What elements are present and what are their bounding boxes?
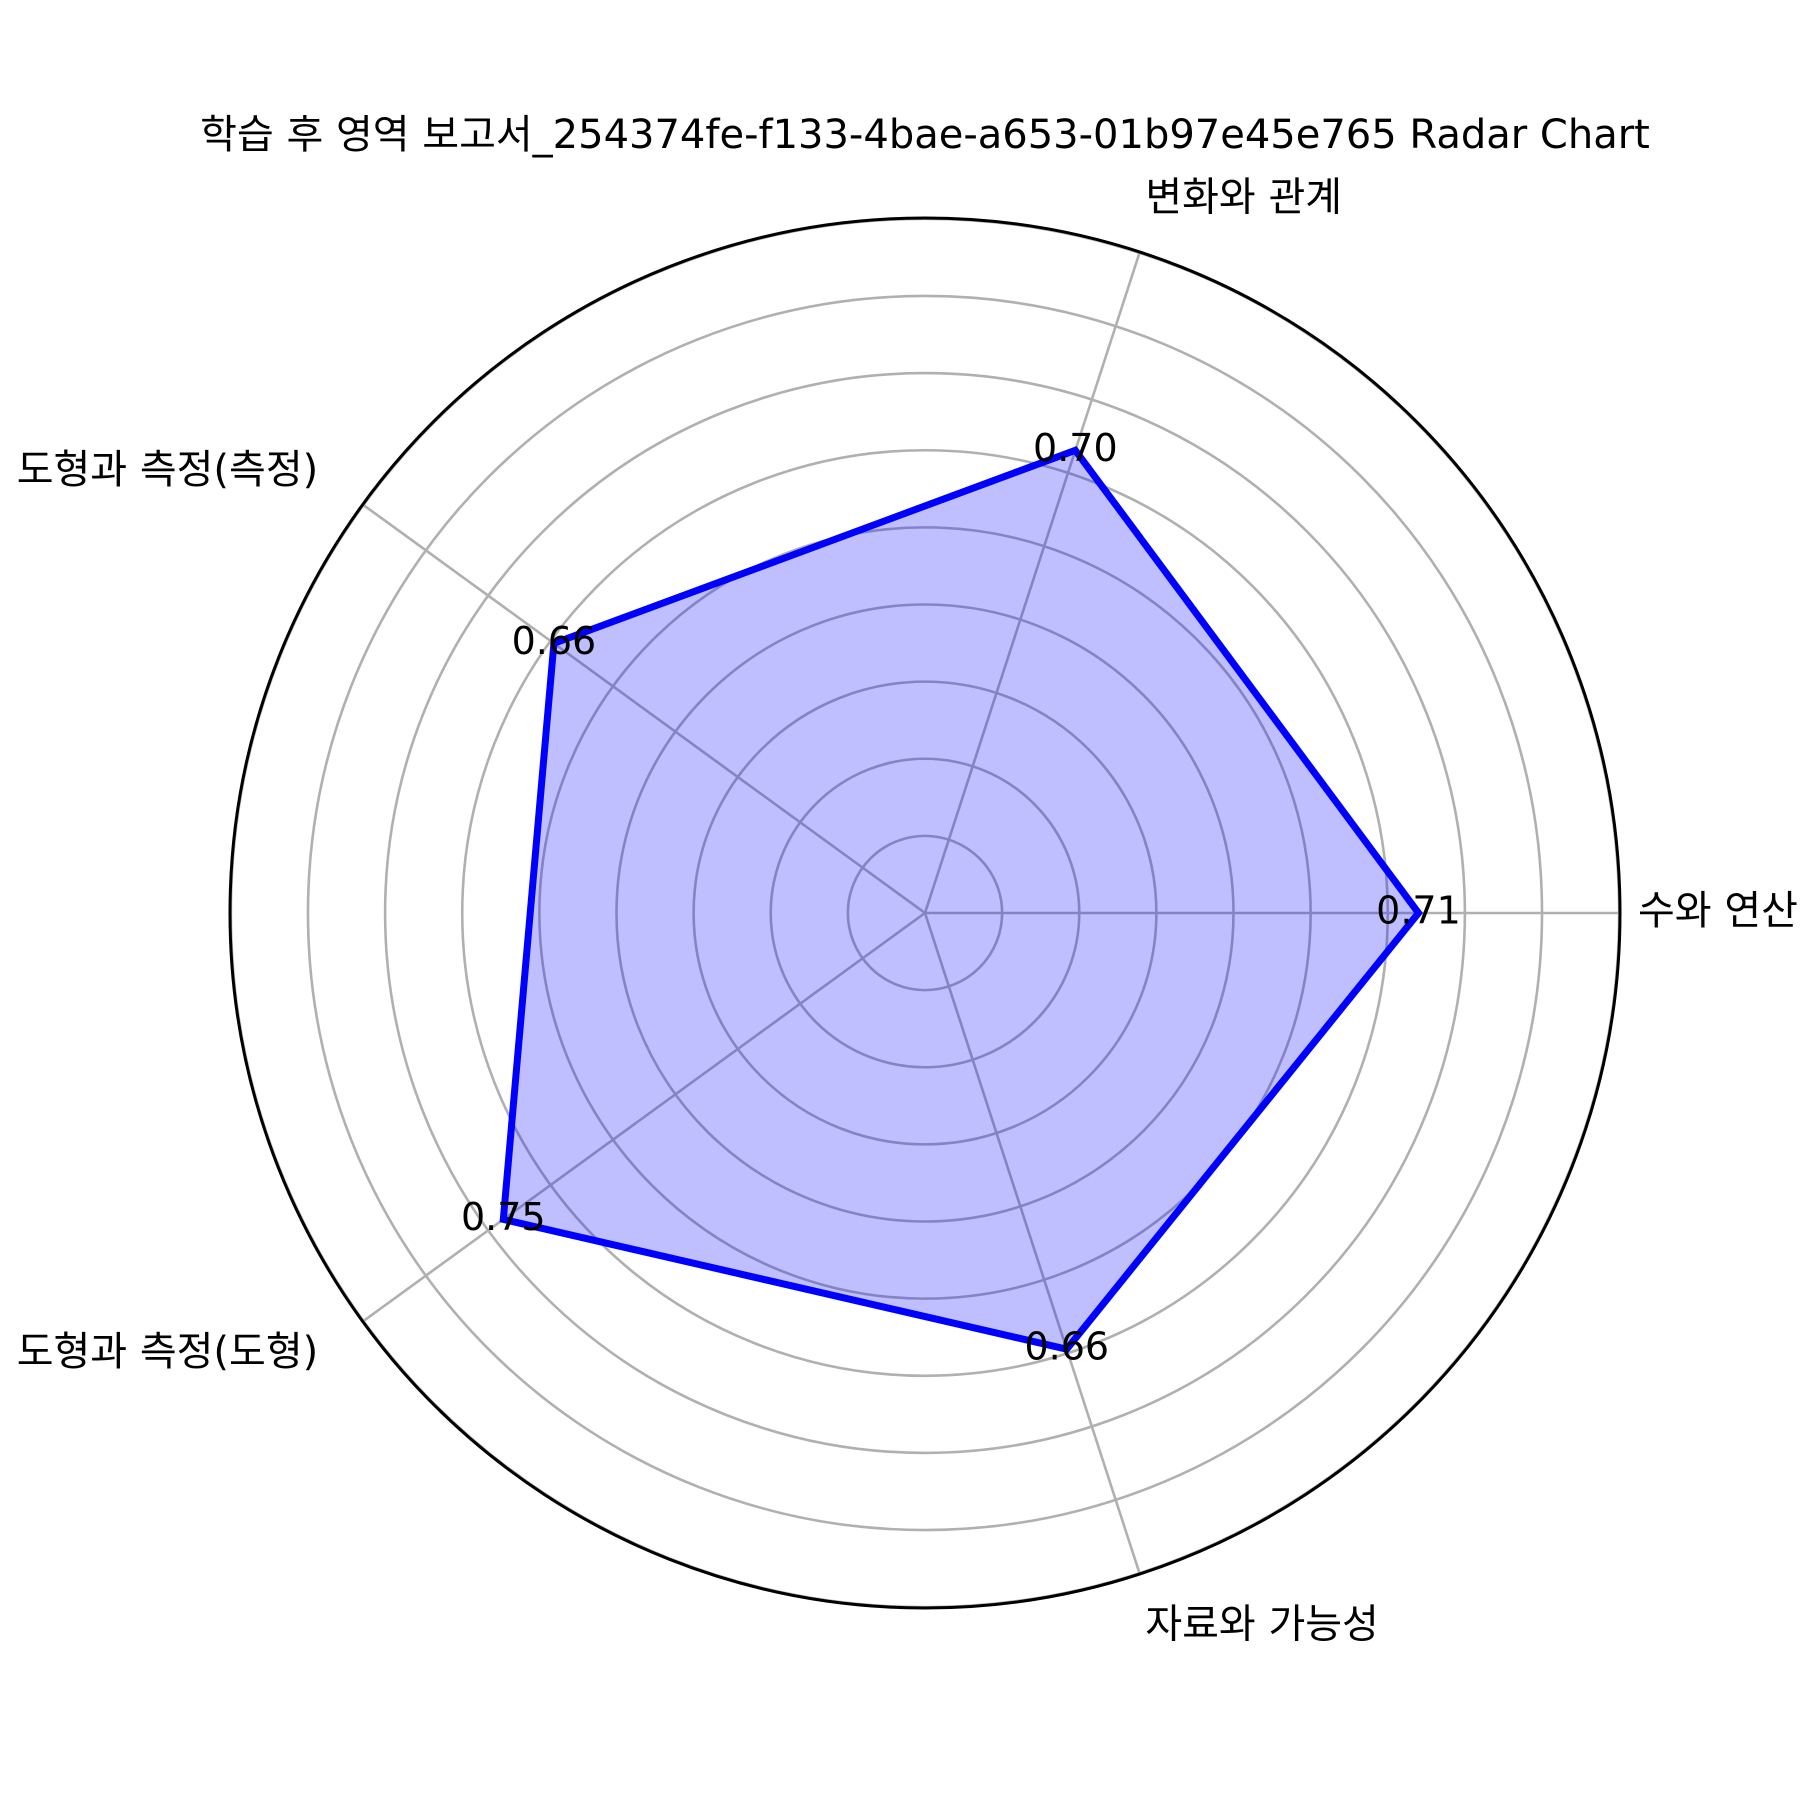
value-label: 0.66: [1024, 1325, 1109, 1369]
axis-spoke: [923, 912, 1142, 1575]
category-label: 변화와 관계: [1145, 175, 1342, 221]
axis-spoke: [361, 911, 926, 1323]
series-area: [499, 446, 1423, 1354]
axis-spokes: [361, 251, 1620, 1575]
category-label: 도형과 측정(측정): [17, 447, 319, 493]
category-label: 수와 연산: [1638, 888, 1798, 934]
value-label: 0.75: [461, 1195, 546, 1239]
axis-spoke: [361, 503, 926, 915]
value-label: 0.70: [1033, 426, 1118, 470]
category-label: 도형과 측정(도형): [17, 1329, 319, 1375]
data-series: [499, 446, 1423, 1354]
value-label: 0.71: [1376, 889, 1461, 933]
value-label: 0.66: [512, 619, 597, 663]
chart-title: 학습 후 영역 보고서_254374fe-f133-4bae-a653-01b9…: [200, 112, 1650, 158]
category-label: 자료와 가능성: [1145, 1601, 1379, 1647]
axis-spoke: [923, 251, 1142, 914]
polar-frame: [228, 216, 1622, 1610]
value-labels: 0.71 0.70 0.66 0.75 0.66: [461, 426, 1461, 1369]
